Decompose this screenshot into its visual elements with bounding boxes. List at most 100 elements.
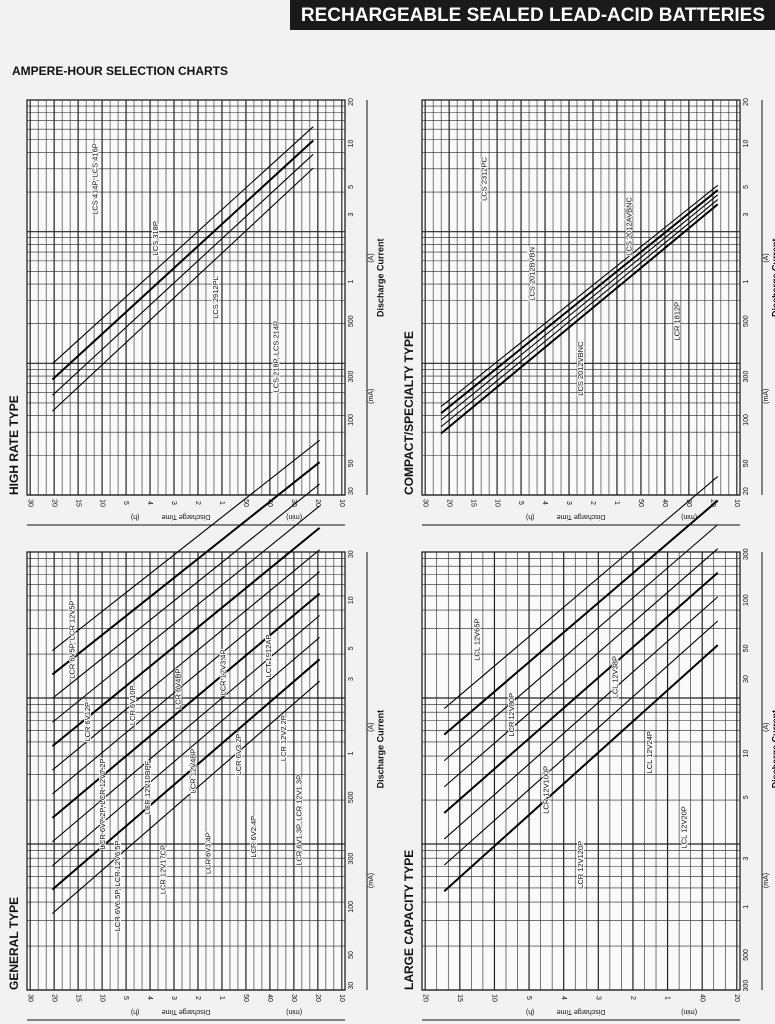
curve-label: LCR 12V10BPF <box>143 760 152 814</box>
time-tick-label: 20 <box>445 499 452 507</box>
curve-label: LCR 6V2.4P <box>249 816 258 858</box>
time-tick-label: 40 <box>698 994 705 1002</box>
curve-label: LCR 6V6.5P, LCR 12V6.5P <box>113 841 122 932</box>
curve <box>52 153 314 396</box>
time-axis-label: Discharge Time <box>162 513 211 520</box>
time-tick-label: 4 <box>146 996 153 1000</box>
chart-frame <box>421 99 741 496</box>
time-tick-label: 5 <box>122 501 129 505</box>
time-axis-label: Discharge Time <box>557 1008 606 1015</box>
curve <box>51 527 321 747</box>
time-tick-label: 30 <box>290 499 297 507</box>
curve-label: LCS 2312PC <box>479 157 488 201</box>
time-tick-label: 50 <box>242 499 249 507</box>
time-tick-label: 20 <box>50 994 57 1002</box>
current-tick-label: 100 <box>743 594 750 606</box>
current-tick-label: 500 <box>348 315 355 327</box>
time-axis-label: Discharge Time <box>162 1008 211 1015</box>
time-tick-label: 10 <box>98 994 105 1002</box>
time-unit: (h) <box>526 1008 535 1015</box>
current-tick-label: 20 <box>348 98 355 106</box>
current-tick-label: 500 <box>348 791 355 803</box>
curve <box>440 184 719 407</box>
curve-label: LCS 318P <box>151 221 160 255</box>
curve <box>443 524 719 762</box>
time-tick-label: 10 <box>733 499 740 507</box>
chart-frame <box>421 551 741 991</box>
curve-label: LCR 6V10P <box>128 685 137 725</box>
current-tick-label: 1 <box>743 280 750 284</box>
curve-label: LCS 2912PL <box>211 276 220 319</box>
curve-label: LCR 12V120P <box>576 841 585 889</box>
time-tick-label: 1 <box>218 996 225 1000</box>
current-unit: (A) <box>368 723 375 732</box>
time-tick-label: 30 <box>26 994 33 1002</box>
current-unit: (mA) <box>368 873 375 888</box>
current-tick-label: 3 <box>348 213 355 217</box>
current-tick-label: 300 <box>348 371 355 383</box>
time-tick-label: 15 <box>74 994 81 1002</box>
curve <box>52 615 320 843</box>
time-tick-label: 1 <box>664 996 671 1000</box>
curve <box>443 596 719 840</box>
time-tick-label: 2 <box>629 996 636 1000</box>
type-title: LARGE CAPACITY TYPE <box>402 850 416 990</box>
time-tick-label: 1 <box>218 501 225 505</box>
current-unit: (mA) <box>763 873 770 888</box>
time-tick-label: 2 <box>589 501 596 505</box>
time-axis-label: Discharge Time <box>557 513 606 520</box>
current-tick-label: 1 <box>743 905 750 909</box>
current-tick-label: 100 <box>348 901 355 913</box>
curve <box>51 139 314 381</box>
current-tick-label: 10 <box>743 139 750 147</box>
current-unit: (mA) <box>763 389 770 404</box>
time-tick-label: 5 <box>122 996 129 1000</box>
current-unit: (A) <box>763 253 770 262</box>
current-tick-label: 1 <box>348 280 355 284</box>
time-tick-label: 50 <box>242 994 249 1002</box>
curve <box>51 461 321 676</box>
current-tick-label: 3 <box>348 677 355 681</box>
curve-label: LCR 12V80P <box>507 693 516 737</box>
time-tick-label: 20 <box>314 499 321 507</box>
type-title: GENERAL TYPE <box>7 897 21 990</box>
time-tick-label: 10 <box>338 499 345 507</box>
curve-label: LCR 6V7.2P, LCR 12V7.2P <box>98 758 107 849</box>
curve-label: LCR 12V2.2P <box>279 715 288 761</box>
current-tick-label: 50 <box>743 459 750 467</box>
curve <box>52 636 320 867</box>
curve-label: LCR 6V4BP <box>173 669 182 709</box>
header-bar <box>290 0 775 30</box>
time-tick-label: 15 <box>469 499 476 507</box>
time-tick-label: 10 <box>493 499 500 507</box>
current-tick-label: 3 <box>743 213 750 217</box>
curve <box>52 680 320 914</box>
curve-label: LCR 6V3.2P <box>234 734 243 776</box>
time-tick-label: 15 <box>456 994 463 1002</box>
curve-label: LCR 6V1.3P, LCR 12V1.3P <box>294 775 303 866</box>
curve-label: LCS 218P, LCS 214P <box>272 321 281 393</box>
current-tick-label: 500 <box>743 315 750 327</box>
time-tick-label: 20 <box>421 994 428 1002</box>
current-tick-label: 5 <box>743 185 750 189</box>
curve-label: LCS 414P, LCS 416P <box>90 143 99 215</box>
curve <box>51 658 321 891</box>
current-tick-label: 300 <box>743 980 750 992</box>
curve-label: LCR 12V17CP <box>158 845 167 894</box>
time-unit: (min) <box>681 1008 697 1015</box>
section-title: AMPERE-HOUR SELECTION CHARTS <box>12 64 228 78</box>
current-unit: (mA) <box>368 389 375 404</box>
time-tick-label: 15 <box>74 499 81 507</box>
current-tick-label: 300 <box>348 853 355 865</box>
curve <box>51 592 321 819</box>
time-tick-label: 40 <box>266 994 273 1002</box>
current-tick-label: 20 <box>743 98 750 106</box>
curve-label: LCR 12V4BP <box>189 749 198 794</box>
curve <box>443 499 719 736</box>
curve <box>443 620 719 866</box>
curve-label: LCS 2012BVBN <box>528 247 537 301</box>
current-tick-label: 30 <box>743 675 750 683</box>
time-unit: (min) <box>286 1008 302 1015</box>
header-title: RECHARGEABLE SEALED LEAD-ACID BATTERIES <box>301 5 765 26</box>
